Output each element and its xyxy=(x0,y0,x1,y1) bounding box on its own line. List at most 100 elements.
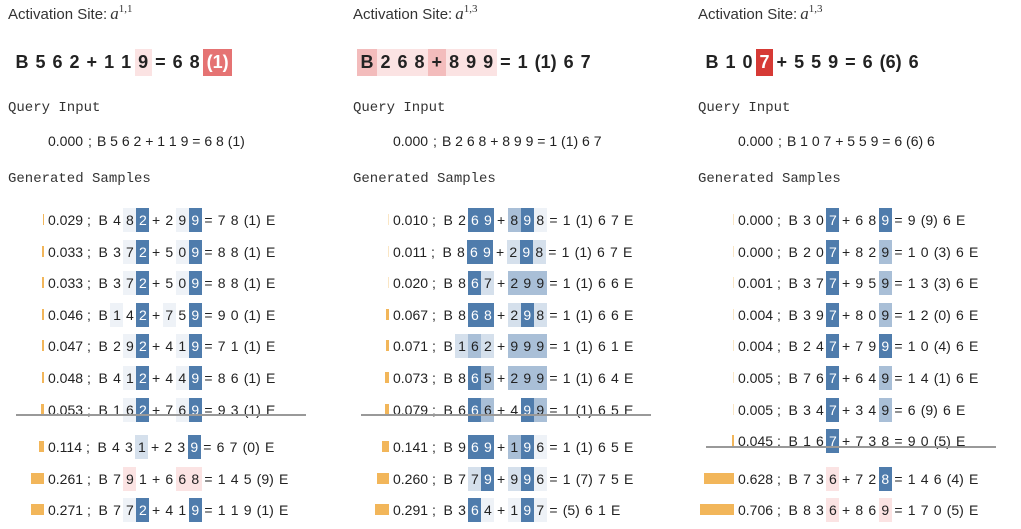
token: 7 xyxy=(826,271,840,296)
header-tokens: B 2 6 8 +8 9 9 = 1 (1) 6 7 xyxy=(357,49,594,76)
header-token: = xyxy=(500,52,511,72)
header-token: 7 xyxy=(580,52,591,72)
token: 9 xyxy=(878,334,892,359)
score-bar xyxy=(376,472,389,484)
samples-label: Generated Samples xyxy=(8,171,151,187)
token: 4 xyxy=(165,502,174,519)
token: 0 xyxy=(175,239,189,264)
token: E xyxy=(623,370,634,386)
header-token: 9 xyxy=(479,49,497,76)
sample-score: 0.706 xyxy=(738,502,774,519)
query-row: 0.000; B 1 0 7 + 5 5 9 = 6 (6) 6 xyxy=(738,129,935,153)
token: (9) xyxy=(256,470,274,487)
token: 5 xyxy=(178,306,187,323)
token: 9 xyxy=(188,498,202,523)
delimiter: ; xyxy=(87,502,91,519)
token: + xyxy=(152,338,161,355)
token: 9 xyxy=(907,212,916,228)
token: (1) xyxy=(243,275,261,292)
header-token: B xyxy=(357,49,377,76)
token: 1 xyxy=(907,306,916,323)
token: B xyxy=(443,370,453,386)
token: 6 xyxy=(230,370,239,386)
delimiter: ; xyxy=(432,502,436,519)
token: B xyxy=(98,370,108,386)
sample-score: 0.004 xyxy=(738,338,774,355)
token: B xyxy=(443,306,453,323)
delimiter: ; xyxy=(87,306,91,323)
token: (9) xyxy=(920,212,938,228)
token: + xyxy=(842,433,851,450)
token: = xyxy=(203,439,212,456)
token: 1 xyxy=(562,212,571,228)
token: 6 xyxy=(907,401,916,418)
sample-score: 0.073 xyxy=(393,370,429,386)
token: = xyxy=(894,470,903,487)
token: 9 xyxy=(480,239,494,264)
samples-label: Generated Samples xyxy=(353,171,496,187)
token: 2 xyxy=(803,338,811,355)
token: 3 xyxy=(816,502,824,519)
token: 1 xyxy=(562,306,571,323)
delimiter: ; xyxy=(431,243,435,260)
token: = xyxy=(204,275,213,292)
token: E xyxy=(623,470,634,487)
token: 8 xyxy=(230,275,239,292)
sample-row: 0.033; B 3 7 2 +5 0 9 = 8 8 (1) E xyxy=(48,239,278,264)
token: = xyxy=(549,401,558,418)
delimiter: ; xyxy=(86,439,90,456)
token: 4 xyxy=(611,370,619,386)
header-token: 5 xyxy=(35,52,46,72)
sample-row: 0.271; B 7 7 2 +4 1 9 = 1 1 9 (1) E xyxy=(48,498,291,523)
header-token: (1) xyxy=(203,49,233,76)
token: 9 xyxy=(520,466,534,491)
token: E xyxy=(623,439,634,456)
token: 9 xyxy=(878,366,892,390)
token: (5) xyxy=(933,433,951,450)
token: 9 xyxy=(520,435,534,460)
token: 1 xyxy=(907,470,916,487)
token: 5 xyxy=(165,243,174,260)
token: 8 xyxy=(217,370,226,386)
token: 6 xyxy=(598,338,606,355)
token: 2 xyxy=(136,208,150,232)
token: (1) xyxy=(243,212,261,228)
token: 8 xyxy=(217,275,226,292)
token: 1 xyxy=(230,502,239,519)
score-bar xyxy=(41,403,44,415)
token: B xyxy=(442,243,452,260)
sample-row: 0.261; B 7 9 1 +6 6 8 = 1 4 5 (9) E xyxy=(48,466,291,491)
sample-score: 0.260 xyxy=(393,470,429,487)
delimiter: ; xyxy=(777,433,781,450)
token: 2 xyxy=(136,397,150,422)
token: + xyxy=(150,439,160,456)
token: E xyxy=(622,243,633,260)
token: 6 xyxy=(598,212,606,228)
token: 6 xyxy=(956,306,964,323)
query-text: B 2 6 8 + 8 9 9 = 1 (1) 6 7 xyxy=(441,133,602,149)
score-bar xyxy=(732,245,734,257)
token: 8 xyxy=(855,243,864,260)
token: + xyxy=(495,243,505,260)
token: 9 xyxy=(507,334,521,359)
token: + xyxy=(152,401,161,418)
delimiter: ; xyxy=(432,401,436,418)
token: E xyxy=(968,243,979,260)
token: = xyxy=(549,275,558,292)
token: + xyxy=(497,502,506,519)
token: B xyxy=(788,275,798,292)
token: 6 xyxy=(598,306,606,323)
sample-row: 0.011; B 8 6 9 +2 9 8 = 1 (1) 6 7 E xyxy=(393,239,635,264)
token: E xyxy=(266,338,276,355)
score-bar xyxy=(732,308,734,320)
header-token: 0 xyxy=(742,52,753,72)
score-bar xyxy=(732,214,734,225)
token: 9 xyxy=(188,302,202,327)
score-bar xyxy=(375,504,389,516)
token: 6 xyxy=(165,470,174,487)
token: 1 xyxy=(175,334,189,359)
token: (1) xyxy=(256,502,274,519)
token: (0) xyxy=(933,306,951,323)
site: a xyxy=(800,4,809,23)
token: 1 xyxy=(611,338,619,355)
